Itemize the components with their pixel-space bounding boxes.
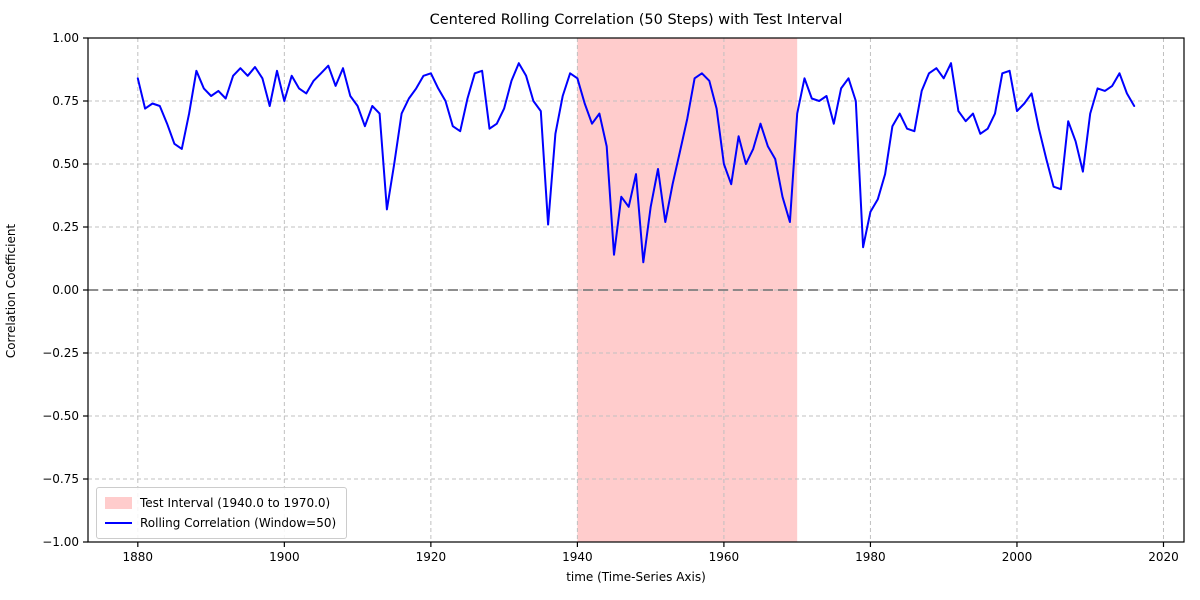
y-tick-label: 0.00 bbox=[52, 283, 79, 297]
legend-rolling-correlation-label: Rolling Correlation (Window=50) bbox=[140, 516, 337, 530]
y-tick-label: −0.50 bbox=[42, 409, 79, 423]
x-tick-label: 1880 bbox=[123, 550, 154, 564]
x-tick-label: 1900 bbox=[269, 550, 300, 564]
x-tick-label: 1980 bbox=[855, 550, 886, 564]
y-axis-label: Correlation Coefficient bbox=[4, 223, 18, 359]
y-tick-label: 0.25 bbox=[52, 220, 79, 234]
legend-item-test-interval: Test Interval (1940.0 to 1970.0) bbox=[105, 493, 336, 513]
test-interval-swatch bbox=[105, 497, 132, 509]
x-tick-label: 2000 bbox=[1002, 550, 1033, 564]
rolling-correlation-line bbox=[136, 62, 1136, 264]
x-tick-label: 1960 bbox=[709, 550, 740, 564]
x-axis-label: time (Time-Series Axis) bbox=[566, 570, 706, 584]
x-tick-label: 2020 bbox=[1148, 550, 1179, 564]
y-tick-label: 1.00 bbox=[52, 31, 79, 45]
rolling-correlation-swatch bbox=[105, 522, 132, 524]
y-tick-label: −1.00 bbox=[42, 535, 79, 549]
y-tick-label: 0.50 bbox=[52, 157, 79, 171]
legend-item-rolling-correlation: Rolling Correlation (Window=50) bbox=[105, 513, 336, 533]
x-tick-label: 1920 bbox=[416, 550, 447, 564]
y-tick-label: −0.25 bbox=[42, 346, 79, 360]
chart-title: Centered Rolling Correlation (50 Steps) … bbox=[429, 12, 843, 28]
legend-test-interval-label: Test Interval (1940.0 to 1970.0) bbox=[140, 496, 331, 510]
y-tick-label: 0.75 bbox=[52, 94, 79, 108]
x-tick-label: 1940 bbox=[562, 550, 593, 564]
y-tick-label: −0.75 bbox=[42, 472, 79, 486]
legend: Test Interval (1940.0 to 1970.0) Rolling… bbox=[96, 487, 348, 539]
